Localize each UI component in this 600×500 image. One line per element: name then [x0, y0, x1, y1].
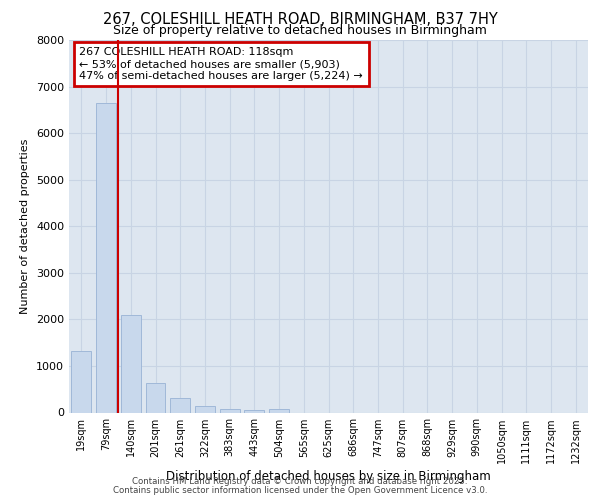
Bar	[220, 409, 239, 412]
Y-axis label: Number of detached properties: Number of detached properties	[20, 138, 31, 314]
Text: 267, COLESHILL HEATH ROAD, BIRMINGHAM, B37 7HY: 267, COLESHILL HEATH ROAD, BIRMINGHAM, B…	[103, 12, 497, 28]
Text: Contains public sector information licensed under the Open Government Licence v3: Contains public sector information licen…	[113, 486, 487, 495]
X-axis label: Distribution of detached houses by size in Birmingham: Distribution of detached houses by size …	[166, 470, 491, 483]
Bar	[121, 315, 140, 412]
Bar	[71, 351, 91, 412]
Bar	[269, 409, 289, 412]
Bar	[244, 410, 264, 412]
Bar	[96, 103, 116, 412]
Text: 267 COLESHILL HEATH ROAD: 118sqm
← 53% of detached houses are smaller (5,903)
47: 267 COLESHILL HEATH ROAD: 118sqm ← 53% o…	[79, 48, 363, 80]
Bar	[170, 398, 190, 412]
Bar	[195, 406, 215, 412]
Text: Size of property relative to detached houses in Birmingham: Size of property relative to detached ho…	[113, 24, 487, 37]
Text: Contains HM Land Registry data © Crown copyright and database right 2025.: Contains HM Land Registry data © Crown c…	[132, 478, 468, 486]
Bar	[146, 382, 166, 412]
